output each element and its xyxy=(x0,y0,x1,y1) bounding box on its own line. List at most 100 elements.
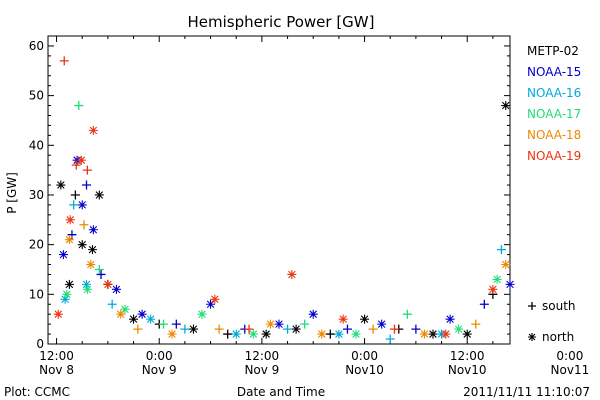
data-point-north xyxy=(501,260,511,270)
data-point-north xyxy=(210,294,220,304)
data-point-south xyxy=(402,309,412,319)
data-point-north xyxy=(501,101,511,111)
data-point-north xyxy=(492,274,502,284)
data-point-north xyxy=(462,329,472,339)
y-tick-label: 40 xyxy=(29,138,44,152)
x-tick-label-time: 0:00 xyxy=(556,349,583,363)
data-point-north xyxy=(87,245,97,255)
data-point-north xyxy=(116,309,126,319)
data-point-south xyxy=(107,299,117,309)
y-tick-label: 50 xyxy=(29,89,44,103)
data-point-north xyxy=(317,329,327,339)
data-point-south xyxy=(159,319,168,329)
data-point-north xyxy=(111,284,121,294)
data-point-north xyxy=(77,200,87,210)
data-point-north xyxy=(231,329,241,339)
y-tick-label: 30 xyxy=(29,188,44,202)
x-tick-label-date: Nov10 xyxy=(345,363,384,377)
data-point-north xyxy=(351,329,361,339)
data-point-north xyxy=(88,125,98,135)
y-tick-label: 10 xyxy=(29,287,44,301)
data-point-south xyxy=(300,319,310,329)
data-point-south xyxy=(171,319,181,329)
x-tick-label-date: Nov11 xyxy=(551,363,590,377)
data-point-north xyxy=(505,279,515,289)
legend-entry-noaa-18: NOAA-18 xyxy=(527,128,581,142)
data-point-south xyxy=(96,269,106,279)
x-tick-label-time: 12:00 xyxy=(245,349,280,363)
footer-plot-credit: Plot: CCMC xyxy=(4,385,70,399)
data-point-north xyxy=(308,309,318,319)
data-point-north xyxy=(334,329,344,339)
legend-entry-noaa-16: NOAA-16 xyxy=(527,86,581,100)
data-point-north xyxy=(137,309,147,319)
y-axis-label-group: P [GW] xyxy=(5,172,19,214)
series-metp-02 xyxy=(56,101,511,339)
series-noaa-15 xyxy=(58,155,515,334)
legend-entry-noaa-19: NOAA-19 xyxy=(527,149,581,163)
data-point-north xyxy=(62,289,72,299)
data-point-north xyxy=(188,324,198,334)
data-point-south xyxy=(82,165,92,175)
x-tick-label-date: Nov10 xyxy=(448,363,487,377)
data-point-south xyxy=(214,324,224,334)
x-tick-label-time: 0:00 xyxy=(351,349,378,363)
data-point-south xyxy=(411,324,421,334)
data-point-north xyxy=(291,324,301,334)
data-point-north xyxy=(265,319,275,329)
data-point-north xyxy=(445,314,455,324)
data-point-south xyxy=(390,324,399,334)
data-point-north xyxy=(287,269,297,279)
data-point-north xyxy=(377,319,387,329)
data-point-south xyxy=(223,329,233,339)
series-noaa-16 xyxy=(60,200,506,344)
data-point-south xyxy=(368,324,378,334)
data-point-north xyxy=(120,304,130,314)
data-point-north xyxy=(82,279,91,289)
y-axis-label: P [GW] xyxy=(5,172,19,214)
data-point-south xyxy=(283,324,293,334)
y-tick-label: 20 xyxy=(29,238,44,252)
data-point-north xyxy=(274,319,284,329)
legend-north-marker xyxy=(528,333,536,341)
data-point-north xyxy=(248,329,258,339)
y-tick-label: 0 xyxy=(36,337,44,351)
data-point-north xyxy=(86,260,96,270)
legend-entry-noaa-17: NOAA-17 xyxy=(527,107,581,121)
data-point-north xyxy=(197,309,207,319)
x-tick-label-time: 12:00 xyxy=(450,349,485,363)
data-point-south xyxy=(79,220,89,230)
data-point-north xyxy=(167,329,177,339)
legend-south-marker xyxy=(528,302,536,310)
data-point-south xyxy=(70,190,80,200)
series-noaa-19 xyxy=(53,56,498,339)
data-point-north xyxy=(53,309,63,319)
x-tick-label-date: Nov 8 xyxy=(39,363,74,377)
data-point-south xyxy=(479,299,489,309)
series-noaa-18 xyxy=(64,220,511,339)
data-point-south xyxy=(244,324,254,334)
data-point-north xyxy=(103,279,113,289)
data-point-north xyxy=(64,279,74,289)
plot-frame xyxy=(47,35,511,345)
data-point-north xyxy=(360,314,370,324)
data-point-north xyxy=(60,294,70,304)
data-point-south xyxy=(59,56,69,66)
footer-timestamp: 2011/11/11 11:10:07 xyxy=(463,385,590,399)
data-point-north xyxy=(454,324,464,334)
data-point-south xyxy=(74,101,84,111)
data-point-south xyxy=(180,324,190,334)
data-point-south xyxy=(82,180,91,190)
legend-entry-metp-02: METP-02 xyxy=(527,44,579,58)
data-point-south xyxy=(471,319,481,329)
legend-north-label: north xyxy=(542,330,574,344)
data-point-south xyxy=(133,324,143,334)
data-point-north xyxy=(77,240,87,250)
data-point-north xyxy=(428,329,438,339)
data-point-north xyxy=(65,215,75,225)
data-point-north xyxy=(338,314,348,324)
chart-title: Hemispheric Power [GW] xyxy=(188,13,375,31)
data-point-south xyxy=(69,200,79,210)
data-point-north xyxy=(419,329,429,339)
